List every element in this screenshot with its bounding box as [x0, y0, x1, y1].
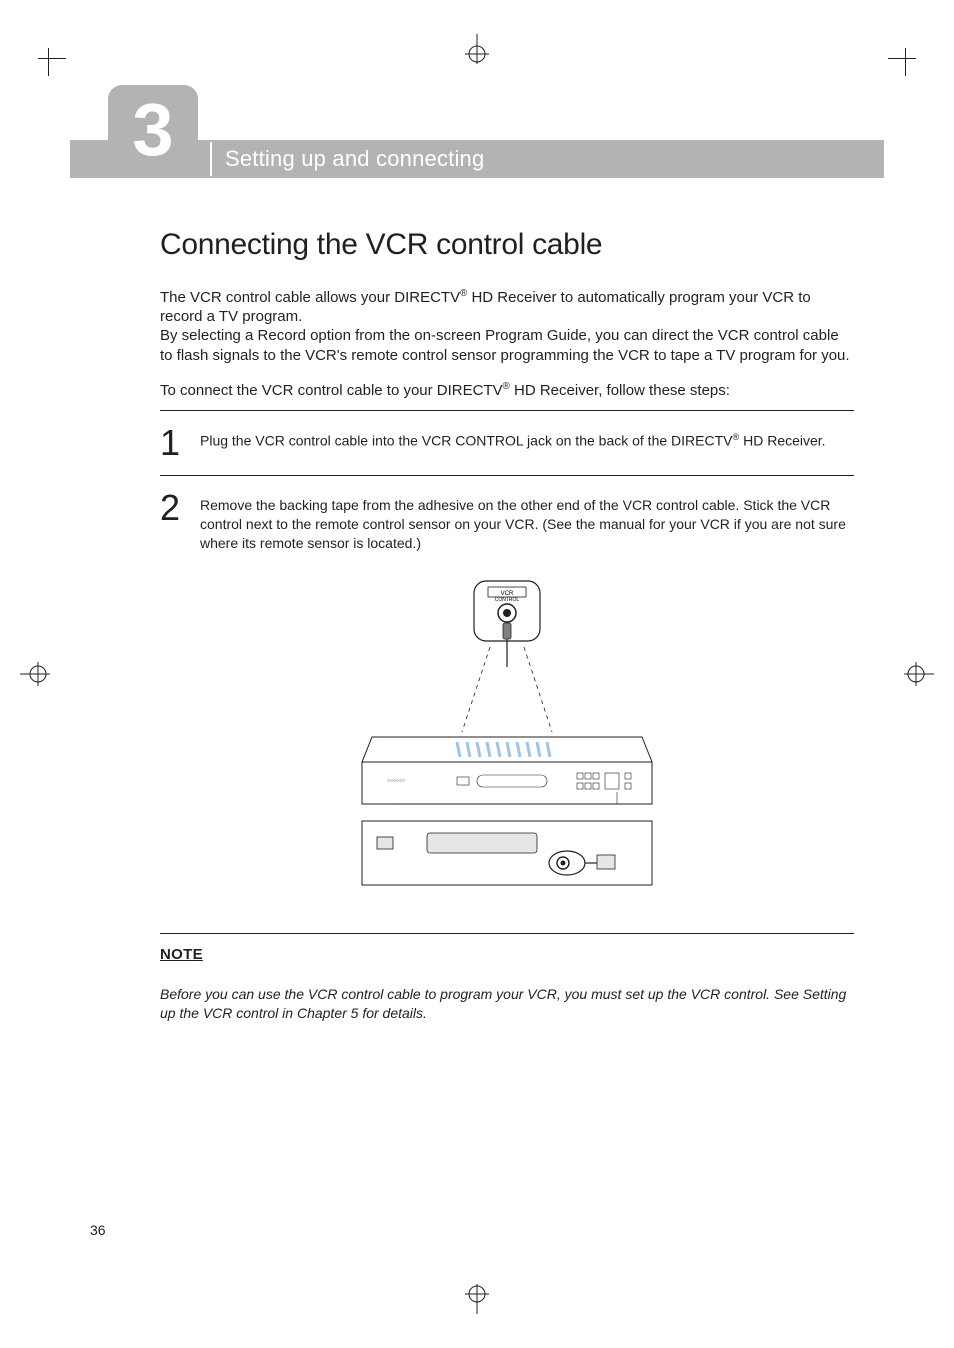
step-1-number: 1	[160, 427, 184, 459]
corner-crop-tr	[878, 58, 906, 86]
chapter-title: Setting up and connecting	[225, 146, 484, 172]
step-2-text: Remove the backing tape from the adhesiv…	[200, 492, 854, 553]
crop-mark-left	[20, 654, 50, 694]
intro-paragraph-1: The VCR control cable allows your DIRECT…	[160, 288, 854, 326]
crop-mark-bottom	[457, 1284, 497, 1314]
step-2-number: 2	[160, 492, 184, 553]
header-divider	[210, 142, 212, 176]
svg-text:CONTROL: CONTROL	[495, 597, 520, 603]
chapter-number-badge: 3	[108, 85, 198, 175]
step-1-text: Plug the VCR control cable into the VCR …	[200, 427, 826, 459]
chapter-number: 3	[132, 93, 173, 167]
rule-top	[160, 410, 854, 411]
section-title: Connecting the VCR control cable	[160, 228, 854, 262]
vcr-rear-view: ○○○○○○	[362, 737, 652, 804]
crop-mark-right	[904, 654, 934, 694]
content-area: Connecting the VCR control cable The VCR…	[160, 228, 854, 1023]
rule-mid	[160, 475, 854, 476]
svg-text:○○○○○○: ○○○○○○	[387, 778, 405, 784]
diagram-container: VCR CONTROL	[160, 577, 854, 907]
lead-paragraph: To connect the VCR control cable to your…	[160, 381, 854, 400]
page-number: 36	[90, 1222, 106, 1238]
page: 3 Setting up and connecting Connecting t…	[0, 0, 954, 1348]
receiver-jack-closeup: VCR CONTROL	[474, 581, 540, 667]
corner-crop-tl	[48, 58, 76, 86]
vcr-control-diagram: VCR CONTROL	[342, 577, 672, 907]
rule-bottom	[160, 933, 854, 934]
step-2: 2 Remove the backing tape from the adhes…	[160, 486, 854, 559]
crop-mark-top	[457, 34, 497, 64]
vcr-front-view	[362, 821, 652, 885]
note-heading: NOTE	[160, 946, 854, 963]
step-1: 1 Plug the VCR control cable into the VC…	[160, 421, 854, 465]
intro-paragraph-2: By selecting a Record option from the on…	[160, 326, 854, 364]
note-body: Before you can use the VCR control cable…	[160, 985, 854, 1023]
chapter-header-bar: 3 Setting up and connecting	[70, 140, 884, 178]
